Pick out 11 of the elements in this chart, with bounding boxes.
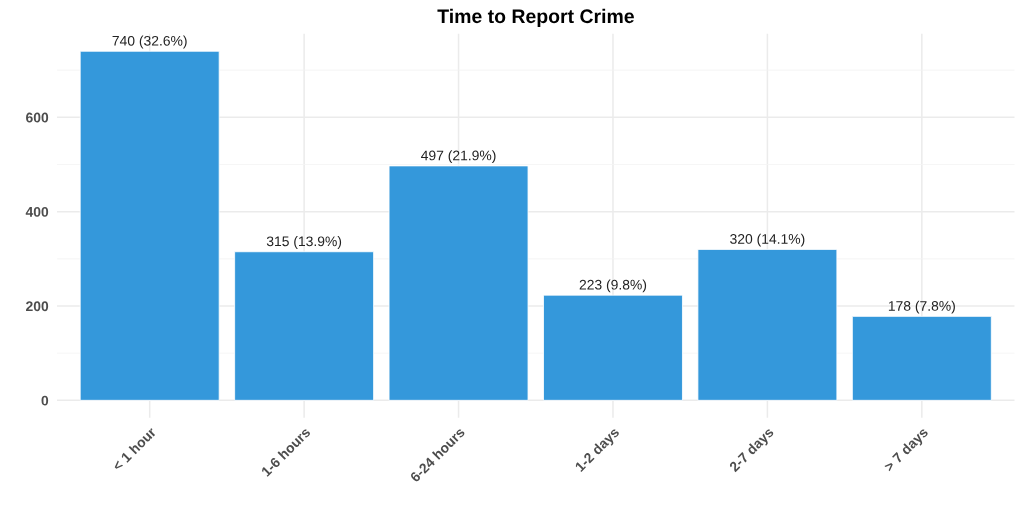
data-label: 223 (9.8%) [579, 279, 647, 293]
chart-title: Time to Report Crime [437, 8, 634, 27]
data-label: 320 (14.1%) [730, 233, 805, 247]
y-tick-label: 600 [26, 112, 49, 123]
y-tick-label: 400 [25, 206, 49, 217]
data-label: 178 (7.8%) [888, 300, 955, 314]
y-tick-label: 200 [26, 301, 49, 312]
y-tick-label: 0 [41, 395, 49, 406]
data-label: 740 (32.6%) [112, 35, 187, 49]
data-label: 315 (13.9%) [266, 236, 342, 249]
data-label: 497 (21.9%) [421, 150, 496, 164]
